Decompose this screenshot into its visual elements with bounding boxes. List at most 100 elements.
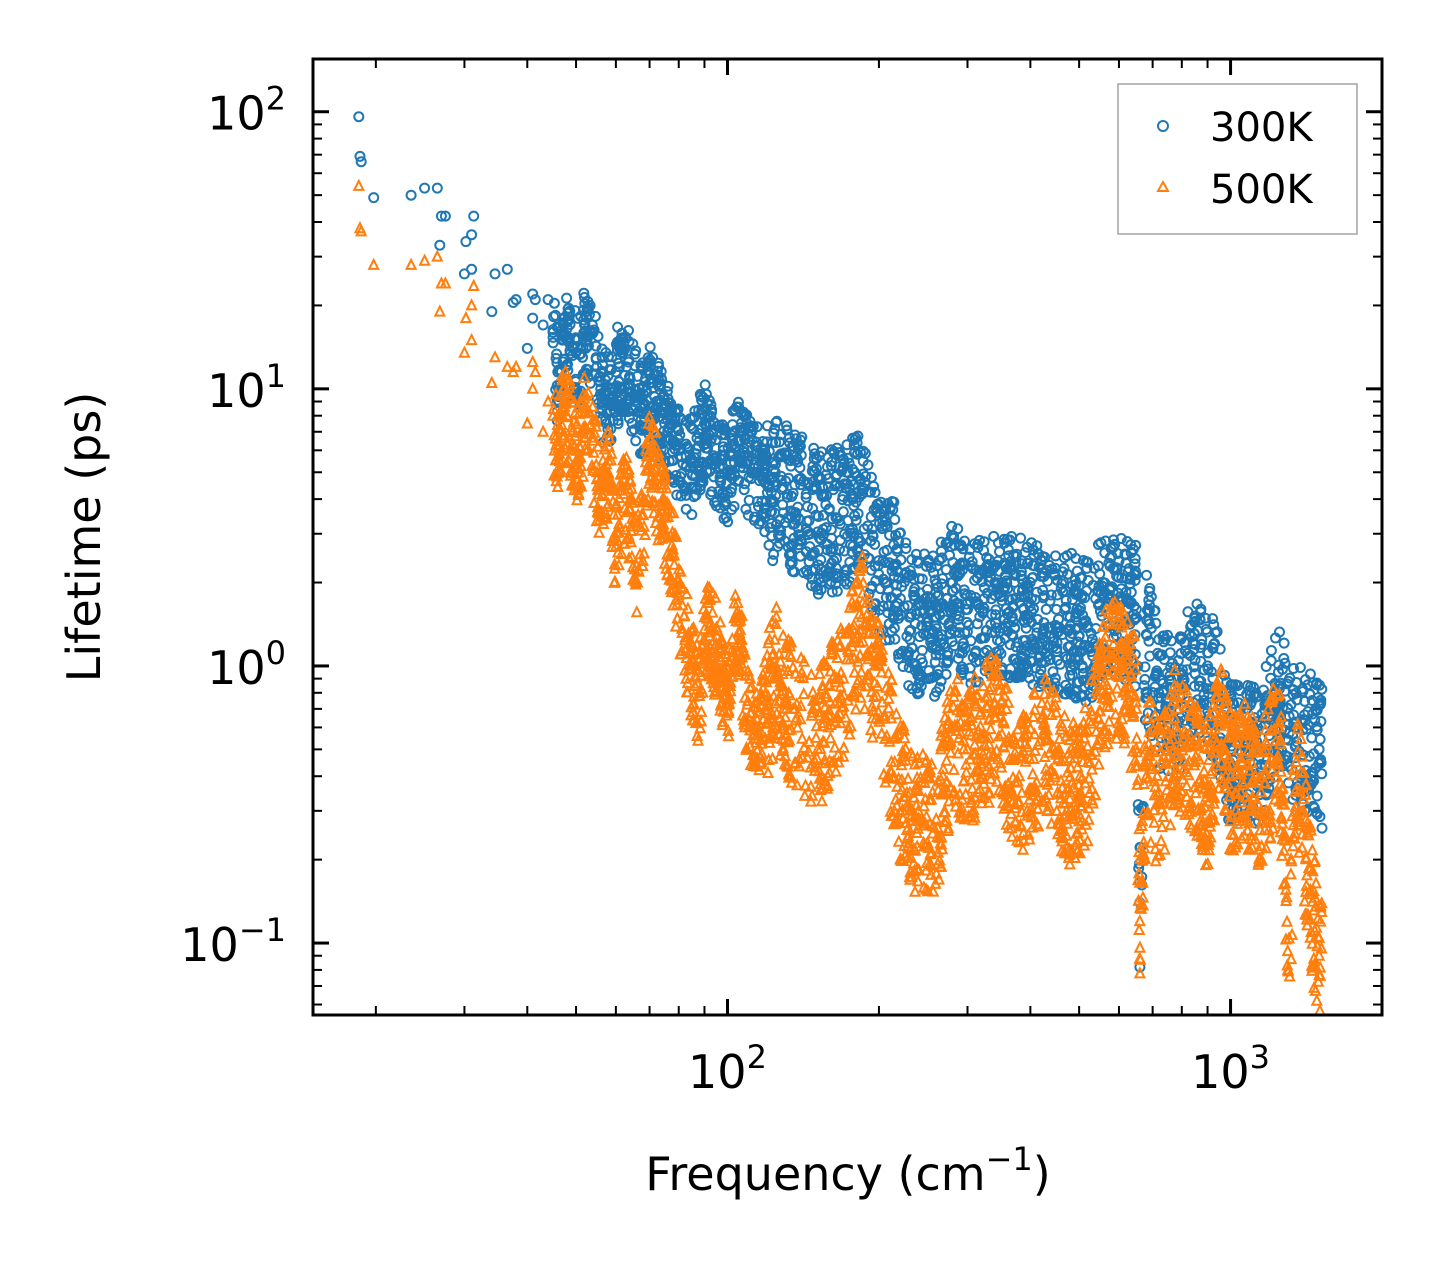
data-point <box>632 562 645 576</box>
data-point <box>839 478 850 490</box>
data-point <box>1000 701 1013 715</box>
data-point <box>1083 755 1097 768</box>
data-point <box>1183 817 1197 830</box>
data-point <box>1081 833 1094 847</box>
data-point <box>1133 922 1146 935</box>
data-point <box>1144 650 1156 662</box>
data-point <box>1242 842 1255 855</box>
data-point <box>629 574 642 587</box>
data-point <box>1289 799 1302 812</box>
data-point <box>1210 744 1223 757</box>
data-point <box>794 550 806 562</box>
data-point <box>561 292 573 304</box>
data-point <box>1314 733 1326 745</box>
data-point <box>981 625 993 637</box>
data-point <box>716 714 730 727</box>
data-point <box>580 421 593 434</box>
data-point <box>1038 722 1051 735</box>
data-point <box>1300 868 1314 881</box>
data-point <box>1124 573 1136 585</box>
data-point <box>1160 722 1173 735</box>
data-point <box>1024 721 1037 734</box>
data-point <box>570 416 584 430</box>
data-point <box>1171 792 1184 805</box>
data-point <box>758 466 770 478</box>
data-point <box>1044 654 1056 666</box>
data-point <box>526 381 539 394</box>
data-point <box>509 359 523 372</box>
data-point <box>889 792 902 805</box>
data-point <box>541 394 555 407</box>
data-point <box>405 189 417 201</box>
data-point <box>920 617 932 628</box>
data-point <box>1073 676 1085 688</box>
data-point <box>1161 712 1174 725</box>
data-point <box>1071 740 1084 753</box>
data-point <box>625 523 638 536</box>
data-point <box>916 747 930 760</box>
data-point <box>673 425 684 437</box>
data-point <box>1085 781 1099 794</box>
data-point <box>655 379 667 391</box>
data-point <box>1310 993 1323 1006</box>
data-point <box>927 671 939 683</box>
data-point <box>816 718 829 732</box>
data-point <box>837 699 850 712</box>
data-point <box>1139 661 1151 673</box>
data-point <box>838 457 850 469</box>
data-point <box>1261 702 1275 715</box>
data-point <box>933 830 946 843</box>
data-point <box>355 224 368 237</box>
data-point <box>1247 791 1260 804</box>
data-point <box>612 558 626 571</box>
data-point <box>1016 585 1028 597</box>
data-point <box>1234 685 1246 697</box>
data-point <box>600 414 612 426</box>
data-point <box>690 448 702 460</box>
data-point <box>1176 772 1190 785</box>
data-point <box>833 515 845 527</box>
data-point <box>1092 732 1105 746</box>
data-point <box>659 510 672 523</box>
data-point <box>656 407 667 419</box>
data-point <box>1027 685 1041 698</box>
data-point <box>1132 772 1145 786</box>
data-point <box>458 345 471 358</box>
data-point <box>756 495 768 507</box>
data-point <box>1009 622 1021 634</box>
data-point <box>687 696 700 709</box>
data-point <box>1037 584 1049 596</box>
data-point <box>998 533 1010 545</box>
data-point <box>623 412 635 424</box>
data-point <box>735 424 746 436</box>
data-point <box>1093 539 1104 550</box>
data-point <box>1167 693 1180 706</box>
data-point <box>1175 633 1187 645</box>
data-point <box>1235 766 1248 780</box>
data-point <box>882 665 895 679</box>
data-point <box>795 535 807 547</box>
data-point <box>1036 638 1048 650</box>
data-point <box>829 764 843 777</box>
data-point <box>647 351 658 363</box>
data-point <box>881 544 893 556</box>
data-point <box>1274 626 1285 638</box>
data-point <box>1195 603 1207 615</box>
data-point <box>1071 622 1083 634</box>
data-point <box>762 752 775 765</box>
data-point <box>841 466 852 478</box>
data-point <box>1211 626 1223 638</box>
data-point <box>485 375 498 388</box>
data-point <box>1149 671 1161 682</box>
data-point <box>548 443 561 456</box>
data-point <box>723 654 736 668</box>
data-point <box>717 704 730 717</box>
data-point <box>664 549 677 562</box>
data-point <box>900 567 912 578</box>
data-point <box>900 537 912 549</box>
data-point <box>1059 808 1072 821</box>
data-point <box>658 469 671 483</box>
data-point <box>1250 687 1262 699</box>
data-point <box>613 376 625 388</box>
data-point <box>526 354 539 367</box>
